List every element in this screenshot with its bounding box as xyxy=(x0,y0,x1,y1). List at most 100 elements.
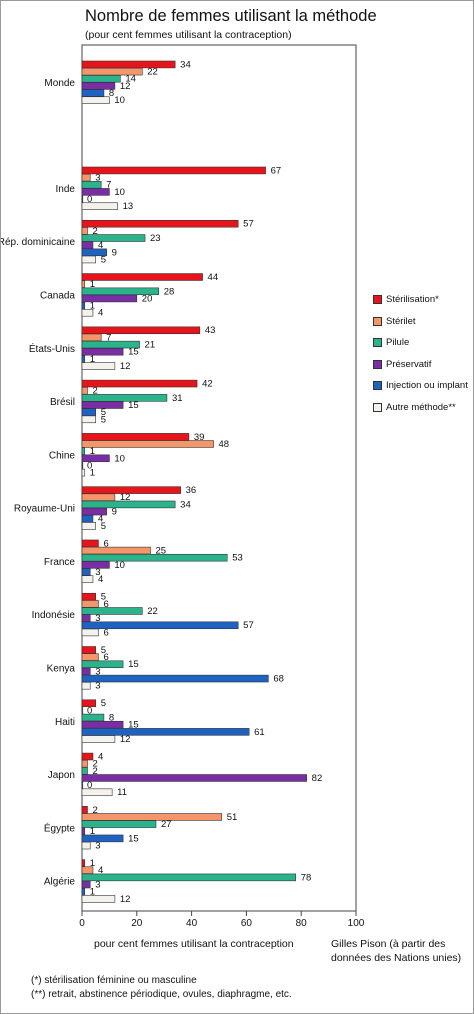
bar-rep-dominicaine-sterilet xyxy=(81,227,88,235)
legend-item-preservatif: Préservatif xyxy=(373,354,473,376)
bar-haiti-autre-methode xyxy=(81,735,116,743)
data-label-rep-dominicaine-injection-ou-implant: 9 xyxy=(112,247,117,258)
legend-label-autre-methode: Autre méthode** xyxy=(386,401,456,413)
data-label-france-sterilisation: 6 xyxy=(103,538,108,549)
bar-chine-injection-ou-implant xyxy=(81,461,84,470)
data-label-chine-preservatif: 10 xyxy=(114,453,125,464)
data-label-france-autre-methode: 4 xyxy=(98,574,103,585)
category-label-indonesie: Indonésie xyxy=(32,610,76,621)
bar-canada-sterilisation xyxy=(81,273,203,281)
data-label-etats-unis-sterilisation: 43 xyxy=(205,325,216,336)
data-label-canada-sterilisation: 44 xyxy=(208,272,219,283)
data-label-indonesie-preservatif: 3 xyxy=(95,613,100,624)
bar-kenya-pilule xyxy=(81,660,124,669)
data-label-kenya-preservatif: 3 xyxy=(95,666,100,677)
data-label-chine-pilule: 1 xyxy=(90,446,95,457)
data-label-inde-pilule: 7 xyxy=(106,180,111,191)
data-label-royaume-uni-preservatif: 9 xyxy=(112,507,117,518)
bar-etats-unis-injection-ou-implant xyxy=(81,355,86,363)
data-label-indonesie-sterilisation: 5 xyxy=(101,592,106,603)
data-label-haiti-autre-methode: 12 xyxy=(120,734,131,745)
bar-canada-injection-ou-implant xyxy=(81,301,86,310)
bar-indonesie-injection-ou-implant xyxy=(81,621,239,630)
data-label-indonesie-injection-ou-implant: 57 xyxy=(243,620,254,631)
x-axis-label: pour cent femmes utilisant la contracept… xyxy=(94,938,294,950)
data-label-algerie-preservatif: 3 xyxy=(95,879,100,890)
category-label-monde: Monde xyxy=(44,78,75,89)
bar-egypte-sterilisation xyxy=(81,806,88,814)
bar-royaume-uni-injection-ou-implant xyxy=(81,514,94,523)
data-label-japon-autre-methode: 11 xyxy=(117,787,127,798)
data-label-rep-dominicaine-pilule: 23 xyxy=(150,233,161,244)
data-label-inde-injection-ou-implant: 0 xyxy=(87,194,92,205)
data-label-indonesie-autre-methode: 6 xyxy=(103,627,108,638)
data-label-japon-sterilet: 2 xyxy=(92,759,97,770)
data-label-canada-pilule: 28 xyxy=(164,286,175,297)
bar-japon-injection-ou-implant xyxy=(81,781,84,789)
data-label-indonesie-pilule: 22 xyxy=(147,606,158,617)
bar-monde-injection-ou-implant xyxy=(81,89,105,97)
legend-item-autre-methode: Autre méthode** xyxy=(373,397,473,419)
bar-algerie-sterilisation xyxy=(81,859,86,867)
data-label-royaume-uni-autre-methode: 5 xyxy=(101,521,106,532)
bar-rep-dominicaine-pilule xyxy=(81,234,146,242)
data-label-japon-preservatif: 82 xyxy=(312,773,323,784)
category-label-inde: Inde xyxy=(56,184,76,195)
data-label-royaume-uni-sterilet: 12 xyxy=(120,492,131,503)
bar-japon-sterilisation xyxy=(81,752,94,761)
category-label-kenya: Kenya xyxy=(47,663,76,674)
data-label-egypte-sterilet: 51 xyxy=(227,812,238,823)
data-label-inde-preservatif: 10 xyxy=(114,187,125,198)
bar-egypte-injection-ou-implant xyxy=(81,834,124,843)
category-label-rep-dominicaine: Rép. dominicaine xyxy=(1,237,75,248)
data-label-algerie-injection-ou-implant: 1 xyxy=(90,887,95,898)
legend-swatch-pilule xyxy=(373,338,382,348)
bar-france-injection-ou-implant xyxy=(81,568,91,576)
legend-label-sterilet: Stérilet xyxy=(386,315,416,327)
bar-bresil-preservatif xyxy=(81,401,124,409)
bar-haiti-sterilisation xyxy=(81,699,96,707)
data-label-algerie-sterilet: 4 xyxy=(98,865,103,876)
data-label-france-pilule: 53 xyxy=(232,553,243,564)
bar-france-sterilet xyxy=(81,546,151,555)
bar-bresil-sterilet xyxy=(81,386,88,395)
data-label-algerie-sterilisation: 1 xyxy=(90,858,95,869)
data-label-egypte-pilule: 27 xyxy=(161,819,172,830)
legend-item-pilule: Pilule xyxy=(373,332,473,354)
category-label-japon: Japon xyxy=(48,770,75,781)
data-label-algerie-pilule: 78 xyxy=(301,872,312,883)
data-label-chine-injection-ou-implant: 0 xyxy=(87,460,92,471)
footnotes: (*) stérilisation féminine ou masculine … xyxy=(31,974,292,1002)
bar-indonesie-preservatif xyxy=(81,614,91,622)
bar-canada-sterilet xyxy=(81,280,86,288)
x-tick-label-60: 60 xyxy=(241,918,253,929)
data-label-monde-sterilisation: 34 xyxy=(180,59,191,70)
bar-etats-unis-autre-methode xyxy=(81,362,116,370)
data-label-inde-sterilet: 3 xyxy=(95,173,100,184)
bar-canada-preservatif xyxy=(81,294,138,303)
data-label-france-preservatif: 10 xyxy=(114,560,125,571)
legend-swatch-sterilet xyxy=(373,316,382,326)
data-label-egypte-autre-methode: 3 xyxy=(95,841,100,852)
legend-label-preservatif: Préservatif xyxy=(386,358,432,370)
data-label-egypte-preservatif: 1 xyxy=(90,826,95,837)
bar-monde-autre-methode xyxy=(81,96,110,104)
category-label-chine: Chine xyxy=(49,450,76,461)
bar-kenya-preservatif xyxy=(81,667,91,676)
legend-item-injection-ou-implant: Injection ou implant xyxy=(373,375,473,397)
bar-france-pilule xyxy=(81,553,228,562)
bar-kenya-injection-ou-implant xyxy=(81,674,269,683)
category-label-bresil: Brésil xyxy=(50,397,75,408)
legend-item-sterilisation: Stérilisation* xyxy=(373,289,473,311)
bar-canada-autre-methode xyxy=(81,309,94,317)
plot-area-frame xyxy=(81,44,357,912)
bar-chine-pilule xyxy=(81,447,86,455)
chart-subtitle: (pour cent femmes utilisant la contracep… xyxy=(85,29,292,41)
bar-etats-unis-sterilisation xyxy=(81,326,201,335)
x-tick-label-0: 0 xyxy=(79,918,85,929)
data-label-france-sterilet: 25 xyxy=(156,546,167,557)
bar-royaume-uni-pilule xyxy=(81,500,176,509)
data-label-japon-injection-ou-implant: 0 xyxy=(87,780,92,791)
bar-indonesie-autre-methode xyxy=(81,628,99,637)
